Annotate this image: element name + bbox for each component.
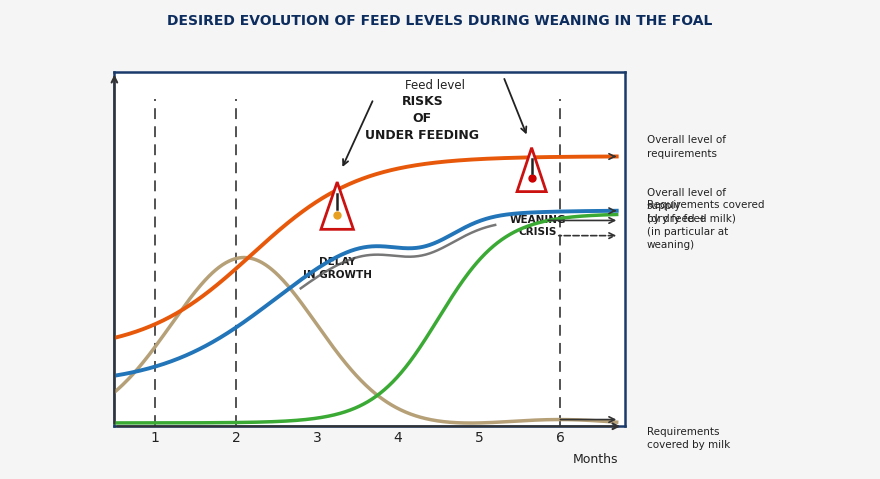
- Text: RISKS
OF
UNDER FEEDING: RISKS OF UNDER FEEDING: [365, 95, 480, 142]
- Text: WEANING
CRISIS: WEANING CRISIS: [510, 215, 567, 237]
- Text: Overall level of
requirements: Overall level of requirements: [647, 135, 726, 159]
- Text: DELAY
IN GROWTH: DELAY IN GROWTH: [303, 257, 371, 280]
- Text: Months: Months: [573, 453, 619, 467]
- Polygon shape: [517, 148, 546, 192]
- Text: Requirements
covered by milk: Requirements covered by milk: [647, 427, 730, 450]
- Text: Requirements covered
by dry feed
(in particular at
weaning): Requirements covered by dry feed (in par…: [647, 200, 765, 250]
- Text: Feed level: Feed level: [406, 79, 466, 92]
- Text: DESIRED EVOLUTION OF FEED LEVELS DURING WEANING IN THE FOAL: DESIRED EVOLUTION OF FEED LEVELS DURING …: [167, 14, 713, 28]
- Text: Overall level of
supply
(dry feed + milk): Overall level of supply (dry feed + milk…: [647, 188, 736, 224]
- Polygon shape: [321, 182, 354, 229]
